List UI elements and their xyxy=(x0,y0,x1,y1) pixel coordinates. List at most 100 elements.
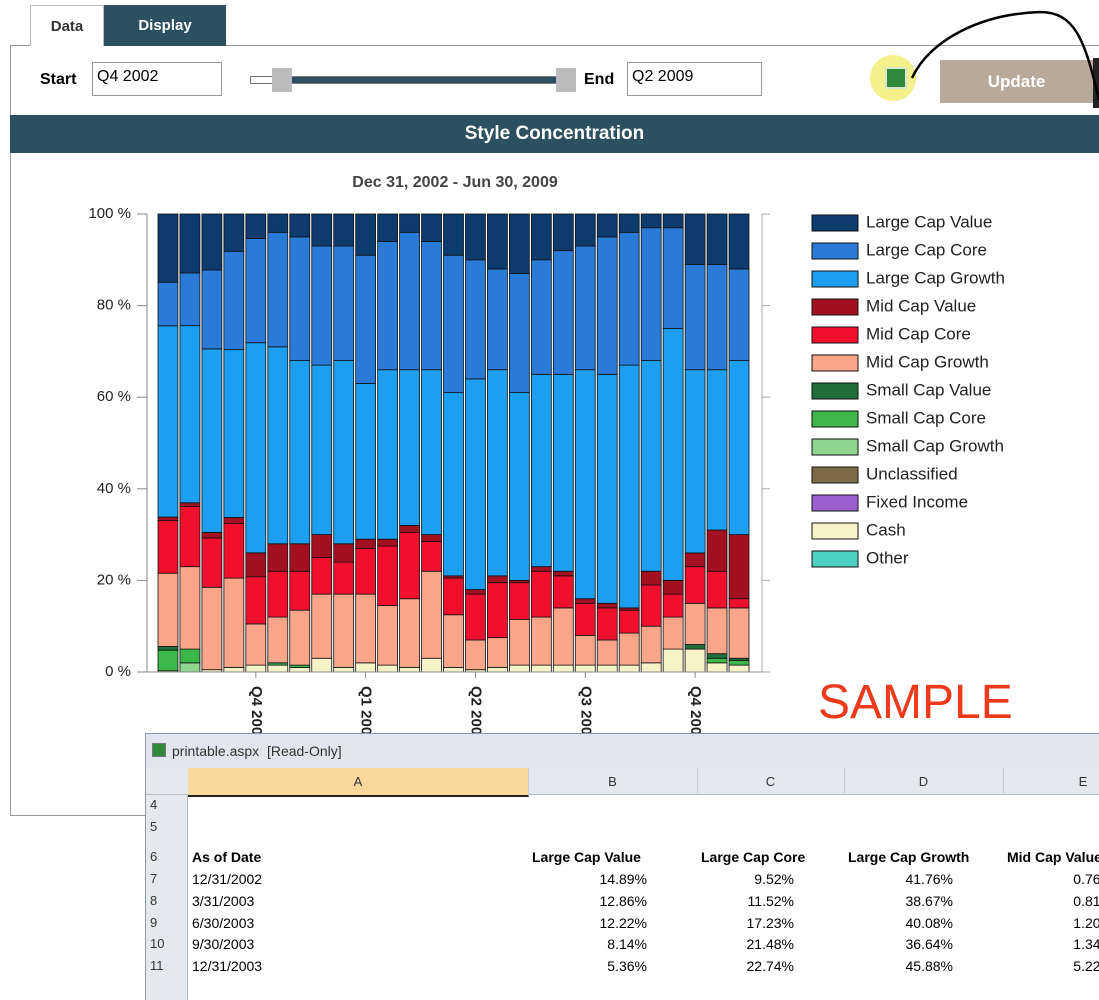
header-cell: Large Cap Value xyxy=(532,849,641,865)
bar-segment xyxy=(596,236,618,375)
start-input[interactable]: Q4 2002 xyxy=(92,62,222,96)
bar-segment xyxy=(509,582,530,620)
legend-label: Small Cap Value xyxy=(866,380,991,399)
bar-segment xyxy=(179,272,201,327)
bar-segment xyxy=(509,618,530,666)
bar-segment xyxy=(552,213,574,252)
bar-segment xyxy=(618,664,640,673)
bar-segment xyxy=(574,634,596,666)
bar-segment xyxy=(640,662,662,673)
legend-label: Fixed Income xyxy=(866,492,968,511)
bar-segment xyxy=(333,543,355,563)
bar-segment xyxy=(640,570,662,586)
bar-segment xyxy=(684,369,706,554)
legend-swatch xyxy=(811,410,859,428)
bar-segment xyxy=(267,231,289,348)
bar-segment xyxy=(728,268,750,361)
chart-subtitle: Dec 31, 2002 - Jun 30, 2009 xyxy=(352,174,558,191)
bar-segment xyxy=(377,664,398,673)
column-header: E xyxy=(1003,768,1099,795)
row-number: 4 xyxy=(150,797,158,812)
bar-segment xyxy=(684,602,706,645)
bar-segment xyxy=(552,373,574,572)
bar-segment xyxy=(421,541,442,572)
column-header: D xyxy=(844,768,1004,795)
slider-end-handle[interactable] xyxy=(556,68,576,92)
update-button[interactable]: Update xyxy=(940,60,1093,103)
bar-segment xyxy=(267,213,289,233)
bar-segment xyxy=(684,566,706,604)
bar-segment xyxy=(245,623,267,666)
watermark-box xyxy=(818,660,1099,736)
row-number: 8 xyxy=(150,893,158,908)
bar-segment xyxy=(530,616,552,666)
bar-segment xyxy=(289,236,311,361)
bar-segment xyxy=(289,213,311,238)
bar-segment xyxy=(377,241,398,371)
bar-segment xyxy=(487,213,508,270)
bar-segment xyxy=(574,598,596,604)
bar-segment xyxy=(179,213,201,274)
bar-segment xyxy=(662,616,684,650)
bar-segment xyxy=(574,213,596,247)
legend-label: Small Cap Growth xyxy=(866,436,1004,455)
bar-segment xyxy=(487,369,508,577)
column-header: C xyxy=(697,768,845,795)
bar-segment xyxy=(377,213,398,242)
x-tick-label: Q4 2003 xyxy=(248,686,265,744)
window-titlebar: printable.aspx [Read-Only] xyxy=(146,734,1099,768)
bar-segment xyxy=(530,664,552,673)
x-tick-label: Q4 2008 xyxy=(687,686,704,744)
bar-segment xyxy=(333,360,355,545)
legend-label: Unclassified xyxy=(866,464,958,483)
bar-segment xyxy=(530,566,552,572)
bar-segment xyxy=(355,662,377,673)
bar-segment xyxy=(509,664,530,673)
legend-swatch xyxy=(811,326,859,344)
legend-swatch xyxy=(811,270,859,288)
legend-label: Other xyxy=(866,548,909,567)
legend-swatch xyxy=(811,438,859,456)
bar-segment xyxy=(684,644,706,650)
bar-segment xyxy=(245,342,267,554)
bar-segment xyxy=(640,625,662,664)
excel-icon[interactable] xyxy=(885,67,907,89)
end-input[interactable]: Q2 2009 xyxy=(627,62,762,96)
bar-segment xyxy=(267,543,289,572)
tab-data[interactable]: Data xyxy=(30,5,104,46)
bar-segment xyxy=(487,637,508,668)
bar-segment xyxy=(289,570,311,611)
column-header: A xyxy=(188,768,529,797)
bar-segment xyxy=(399,667,420,673)
row-number: 11 xyxy=(150,958,164,973)
legend-swatch xyxy=(811,494,859,512)
row-number: 7 xyxy=(150,871,158,886)
data-cell: 5.36% xyxy=(607,958,647,974)
bar-segment xyxy=(706,369,728,531)
bar-segment xyxy=(706,657,728,664)
bar-segment xyxy=(179,566,201,650)
bar-segment xyxy=(355,383,377,540)
data-cell: 45.88% xyxy=(905,958,953,974)
data-cell: 38.67% xyxy=(905,893,953,909)
bar-segment xyxy=(421,241,442,371)
bar-segment xyxy=(355,538,377,549)
bar-segment xyxy=(640,360,662,572)
bar-segment xyxy=(552,664,574,673)
bar-segment xyxy=(465,639,486,671)
data-cell: 6/30/2003 xyxy=(192,915,255,931)
data-cell: 12/31/2003 xyxy=(192,958,263,974)
tab-display[interactable]: Display xyxy=(104,5,226,46)
bar-segment xyxy=(333,667,355,673)
row-number-column xyxy=(146,795,188,1000)
bar-segment xyxy=(289,360,311,545)
bar-segment xyxy=(596,639,618,666)
bar-segment xyxy=(157,213,179,283)
legend-swatch xyxy=(811,214,859,232)
bar-segment xyxy=(509,273,530,394)
bar-segment xyxy=(223,213,245,252)
y-tick-label: 60 % xyxy=(97,388,131,405)
slider-start-handle[interactable] xyxy=(272,68,292,92)
legend-label: Large Cap Value xyxy=(866,212,992,231)
